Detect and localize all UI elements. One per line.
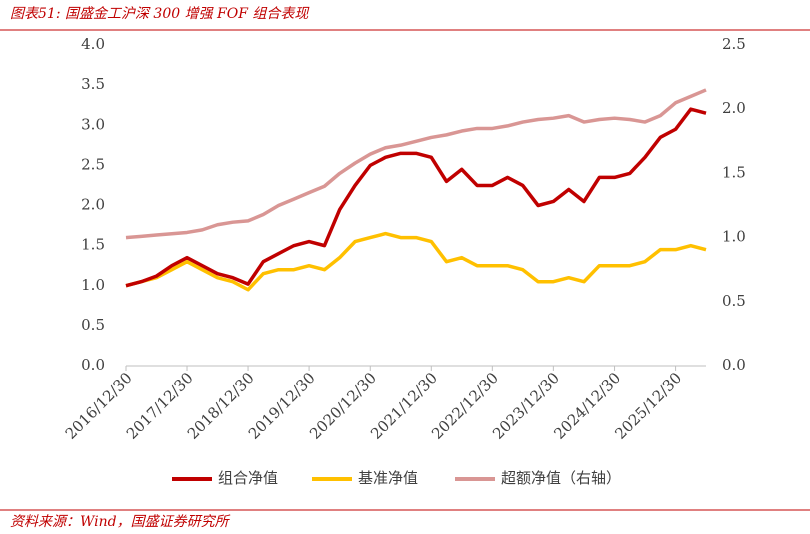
y-tick-label: 1.5: [81, 236, 105, 254]
legend-label: 基准净值: [358, 469, 418, 487]
y2-tick-label: 2.5: [722, 35, 746, 53]
y-tick-label: 0.5: [81, 316, 105, 334]
y-tick-label: 2.0: [81, 196, 105, 214]
series-line: [125, 231, 707, 292]
series-line: [125, 107, 707, 288]
y-tick-label: 4.0: [81, 35, 105, 53]
y-tick-label: 0.0: [81, 356, 105, 374]
y-tick-label: 1.0: [81, 276, 105, 294]
legend-label: 组合净值: [218, 469, 278, 487]
series-line: [125, 88, 707, 240]
y2-tick-label: 1.0: [722, 228, 746, 246]
y-tick-label: 2.5: [81, 155, 105, 173]
chart-title: 图表51: 国盛金工沪深 300 增强 FOF 组合表现: [10, 6, 310, 22]
y2-tick-label: 2.0: [722, 99, 746, 117]
y-tick-label: 3.5: [81, 75, 105, 93]
y-tick-label: 3.0: [81, 115, 105, 133]
legend-label: 超额净值（右轴）: [501, 469, 621, 487]
y2-tick-label: 0.5: [722, 292, 746, 310]
source: 资料来源：Wind，国盛证券研究所: [10, 514, 231, 530]
y2-tick-label: 1.5: [722, 163, 746, 181]
y2-tick-label: 0.0: [722, 356, 746, 374]
